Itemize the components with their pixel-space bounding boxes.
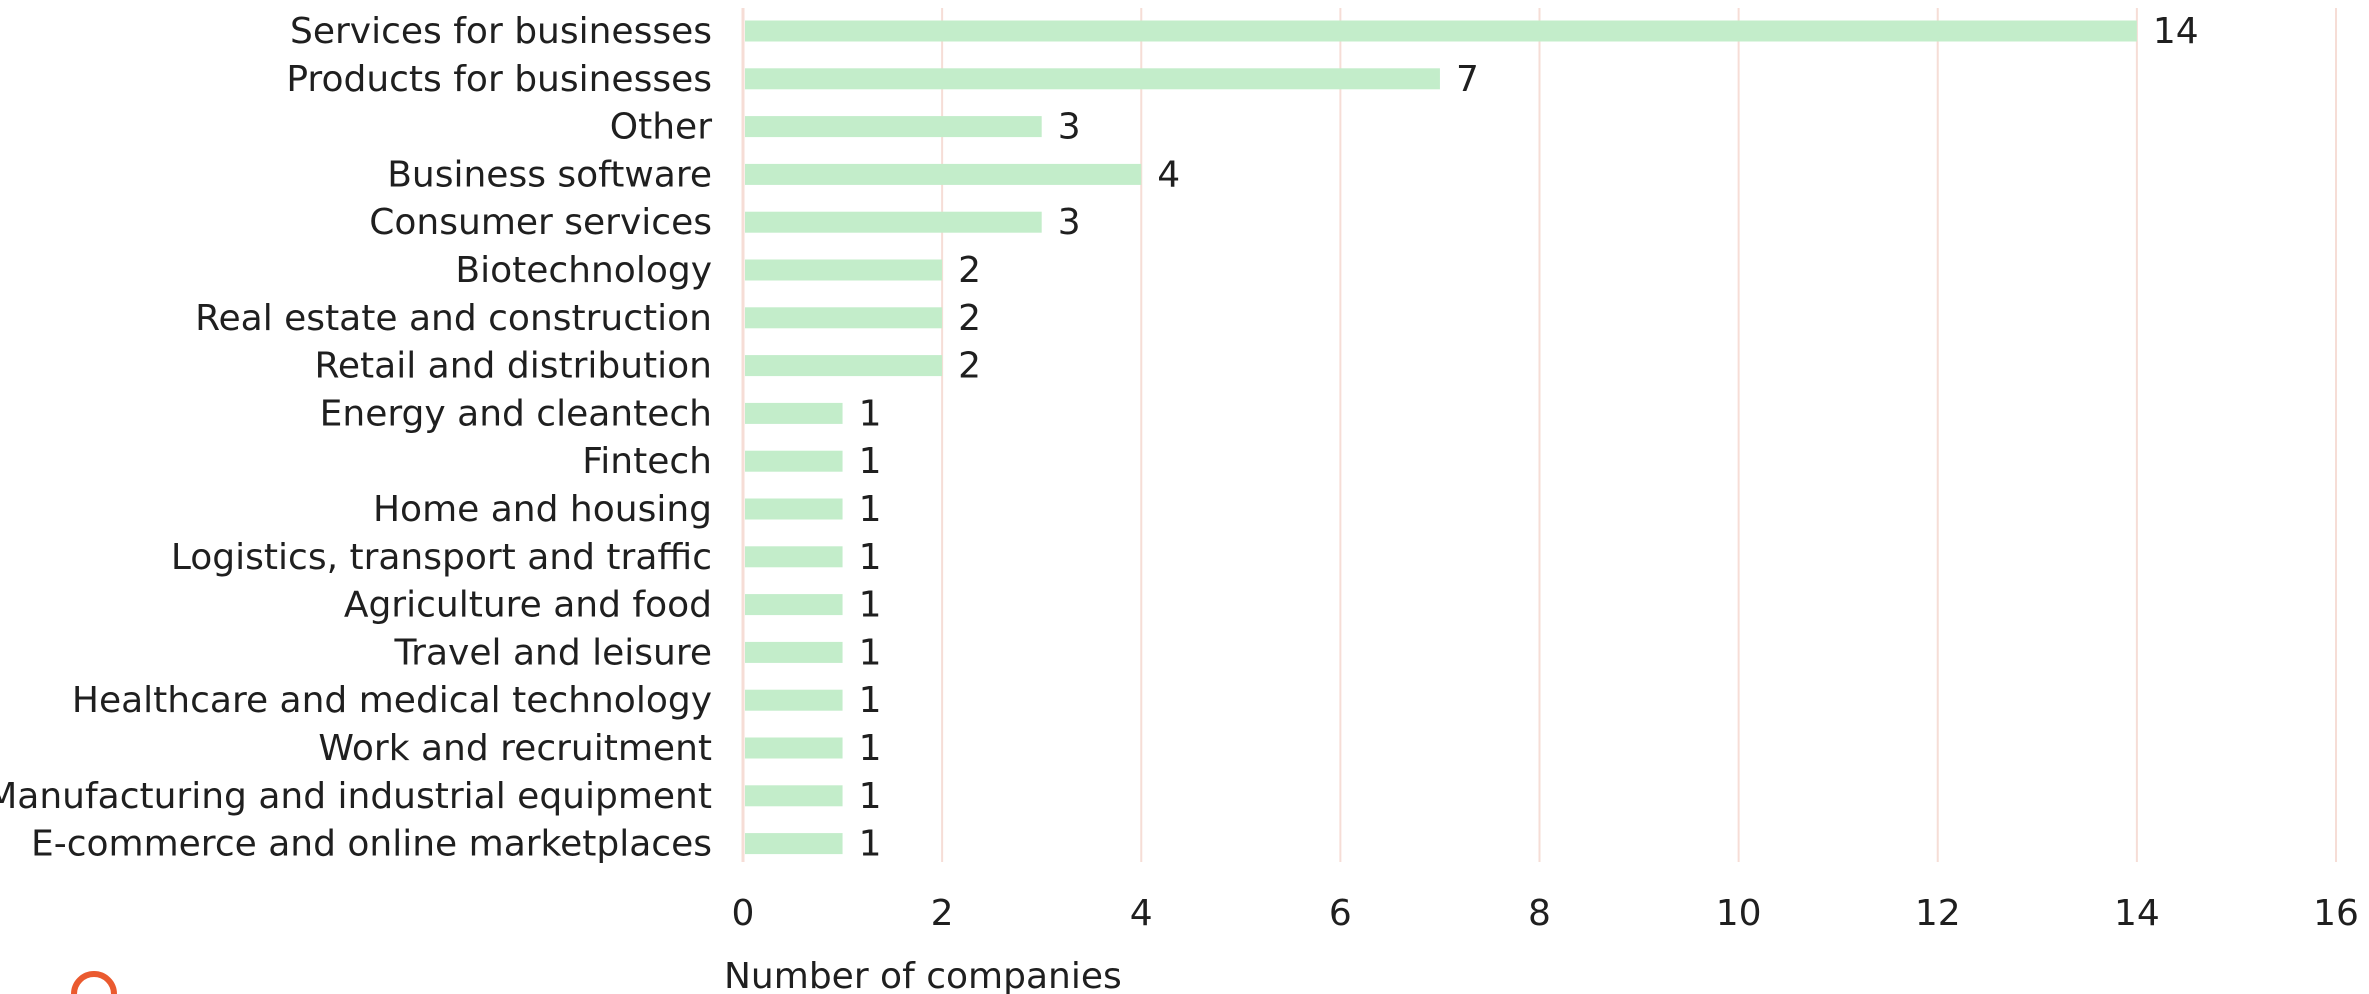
value-label: 1 (859, 632, 882, 673)
x-tick-label: 12 (1915, 893, 1961, 934)
category-label: Services for businesses (290, 11, 712, 52)
value-label: 1 (859, 489, 882, 530)
category-label: Travel and leisure (393, 632, 712, 673)
category-labels: Services for businesses Products for busi… (0, 11, 712, 865)
bar (745, 116, 1042, 138)
x-axis-title: Number of companies (724, 956, 1122, 994)
category-label: Biotechnology (455, 250, 712, 291)
bar (745, 211, 1042, 233)
category-label: Consumer services (369, 202, 712, 243)
bar (745, 402, 843, 424)
x-tick-label: 10 (1716, 893, 1762, 934)
bar (745, 833, 843, 855)
bar (745, 259, 943, 281)
category-label: Logistics, transport and traffic (171, 537, 712, 578)
category-label: Energy and cleantech (320, 393, 712, 434)
value-label: 1 (859, 776, 882, 817)
value-labels: 14 7 3 4 3 2 2 2 1 1 1 1 1 1 1 1 1 1 (859, 11, 2199, 865)
x-tick-label: 6 (1329, 893, 1352, 934)
value-label: 1 (859, 728, 882, 769)
bar (745, 641, 843, 663)
category-label: Agriculture and food (344, 585, 712, 626)
x-tick-label: 8 (1528, 893, 1551, 934)
value-label: 3 (1058, 107, 1081, 148)
value-label: 7 (1456, 59, 1479, 100)
value-label: 14 (2153, 11, 2199, 52)
value-label: 1 (859, 537, 882, 578)
category-label: Healthcare and medical technology (72, 680, 712, 721)
category-label: Retail and distribution (315, 346, 713, 387)
value-label: 1 (859, 824, 882, 865)
category-label: Products for businesses (286, 59, 712, 100)
gridlines (741, 8, 2337, 862)
category-label: Fintech (582, 441, 712, 482)
category-label: Real estate and construction (195, 298, 712, 339)
value-label: 1 (859, 680, 882, 721)
bar (745, 546, 843, 568)
x-tick-label: 0 (732, 893, 755, 934)
value-label: 2 (958, 250, 981, 291)
value-label: 1 (859, 393, 882, 434)
bar (745, 498, 843, 520)
category-label: Home and housing (373, 489, 712, 530)
value-label: 1 (859, 441, 882, 482)
category-label: Other (610, 107, 712, 148)
value-label: 4 (1157, 154, 1180, 195)
x-tick-label: 4 (1130, 893, 1153, 934)
bar (745, 450, 843, 472)
bar (745, 737, 843, 759)
x-tick-label: 14 (2114, 893, 2160, 934)
x-tick-label: 2 (931, 893, 954, 934)
bar (745, 355, 943, 377)
category-label: E-commerce and online marketplaces (31, 824, 712, 865)
bars (745, 20, 2137, 855)
value-label: 1 (859, 585, 882, 626)
category-label: Manufacturing and industrial equipment (0, 776, 712, 817)
bar (745, 68, 1440, 90)
x-tick-label: 16 (2313, 893, 2359, 934)
bar (745, 163, 1142, 185)
value-label: 3 (1058, 202, 1081, 243)
logo-fragment (71, 971, 117, 994)
bar (745, 307, 943, 329)
bar (745, 20, 2137, 42)
category-label: Business software (387, 154, 712, 195)
bar (745, 594, 843, 616)
bar (745, 689, 843, 711)
category-label: Work and recruitment (318, 728, 712, 769)
x-tick-labels: 0 2 4 6 8 10 12 14 16 (732, 893, 2359, 934)
value-label: 2 (958, 346, 981, 387)
value-label: 2 (958, 298, 981, 339)
bar (745, 785, 843, 807)
